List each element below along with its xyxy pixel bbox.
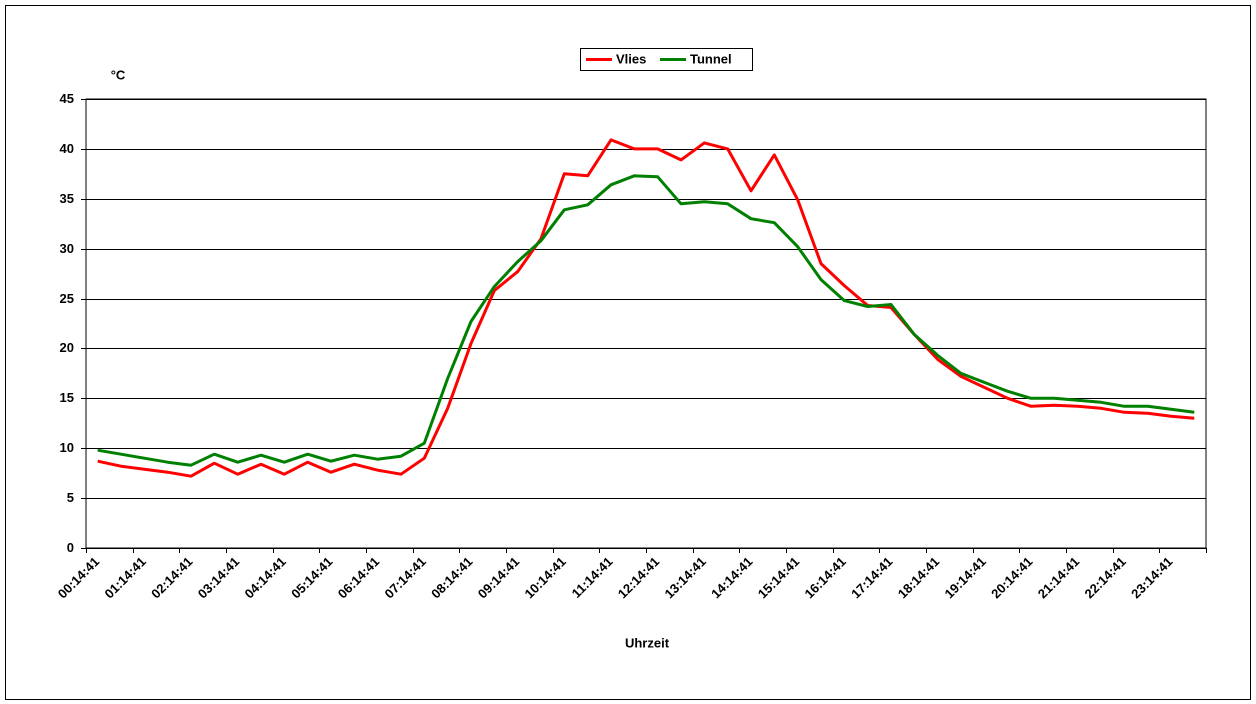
y-tick-label: 25 [60, 291, 74, 306]
y-tick-label: 15 [60, 390, 74, 405]
y-tick-label: 5 [67, 490, 74, 505]
legend-label: Vlies [616, 51, 646, 66]
series-line [97, 138, 1195, 478]
y-tick-label: 40 [60, 141, 74, 156]
y-tick-label: 45 [60, 91, 74, 106]
y-axis-label: °C [111, 67, 126, 82]
y-tick-label: 0 [67, 540, 74, 555]
legend-label: Tunnel [690, 51, 732, 66]
y-tick-label: 35 [60, 191, 74, 206]
series-line [97, 174, 1195, 467]
y-tick-label: 30 [60, 241, 74, 256]
y-tick-label: 10 [60, 440, 74, 455]
x-axis-label: Uhrzeit [625, 635, 670, 650]
plot-area [85, 98, 1207, 549]
y-tick-label: 20 [60, 340, 74, 355]
